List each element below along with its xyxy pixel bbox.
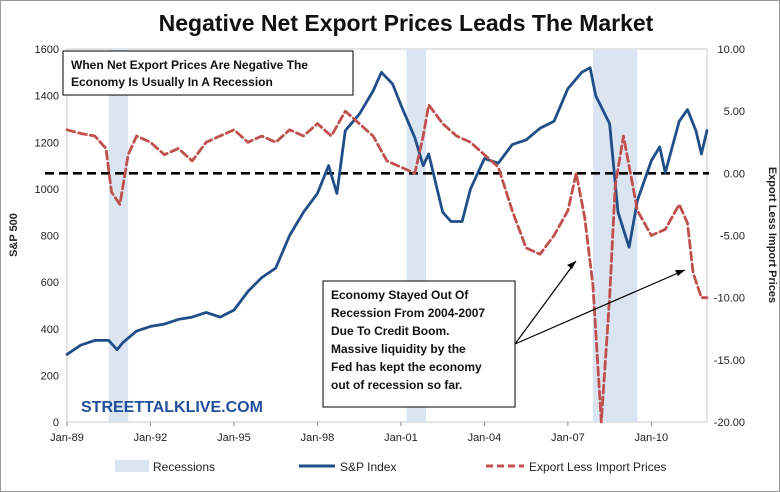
legend-swatch-recessions: [115, 460, 149, 472]
y-left-tick-label: 600: [41, 277, 59, 289]
axes: 0 200 400 600 800 1000 1200 1400 1600 10.00 5.00 0.…: [35, 44, 745, 444]
legend-label-recessions: Recessions: [153, 460, 215, 474]
annotation-arrowhead-2: [675, 270, 685, 276]
chart-title: Negative Net Export Prices Leads The Mar…: [159, 10, 654, 36]
y-right-tick-label: -5.00: [720, 231, 745, 243]
series-line-sp-index: [65, 66, 709, 356]
recession-band-1: [108, 49, 129, 422]
annotation-box-2-line-5: Fed has kept the economy: [331, 360, 482, 374]
y-right-tick-label: 5.00: [724, 106, 745, 118]
y-axis-right-title: Export Less Import Prices: [766, 167, 778, 303]
annotation-box-2-line-3: Due To Credit Boom.: [331, 324, 449, 338]
y-axis-left-title: S&P 500: [8, 213, 20, 257]
series-line-export-less-import: [65, 103, 709, 424]
y-left-tick-label: 1400: [35, 91, 59, 103]
y-right-tick-label: -15.00: [714, 355, 745, 367]
y-right-tick-label: 0.00: [724, 168, 745, 180]
annotation-arrowhead-1: [567, 261, 576, 269]
x-tick-label: Jan-01: [384, 432, 418, 444]
annotation-box-2-frame: [322, 280, 516, 408]
annotation-box-2-line-1: Economy Stayed Out Of: [331, 288, 469, 302]
annotation-box-1-frame: [62, 50, 354, 96]
plot-area: [66, 48, 708, 423]
series-lines: [65, 66, 709, 424]
annotation-arrow-2: [514, 269, 686, 345]
annotation-box-2-line-4: Massive liquidity by the: [331, 342, 466, 356]
x-tick-label: Jan-89: [50, 432, 84, 444]
x-tick-label: Jan-98: [301, 432, 335, 444]
y-left-tick-label: 1200: [35, 137, 59, 149]
x-tick-label: Jan-92: [134, 432, 168, 444]
x-tick-label: Jan-04: [468, 432, 502, 444]
y-right-tick-label: 10.00: [717, 44, 745, 56]
y-left-tick-label: 0: [53, 417, 59, 429]
annotation-arrow-1: [514, 260, 577, 345]
annotation-box-1-line-2: Economy Is Usually In A Recession: [71, 75, 273, 89]
y-right-tick-label: -20.00: [714, 417, 745, 429]
x-tick-label: Jan-07: [551, 432, 585, 444]
legend-label-sp-index: S&P Index: [340, 460, 396, 474]
y-left-tick-label: 800: [41, 231, 59, 243]
legend: Recessions S&P Index Export Less Import …: [115, 460, 666, 474]
brand-watermark: STREETTALKLIVE.COM: [81, 399, 263, 416]
annotation-box-2-line-6: out of recession so far.: [331, 378, 462, 392]
annotation-box-recession-rule: When Net Export Prices Are Negative The …: [62, 50, 354, 96]
legend-label-export-import: Export Less Import Prices: [529, 460, 666, 474]
y-right-tick-label: -10.00: [714, 293, 745, 305]
annotation-box-credit-boom: Economy Stayed Out Of Recession From 200…: [322, 260, 686, 408]
x-tick-label: Jan-95: [217, 432, 251, 444]
annotation-box-2-line-2: Recession From 2004-2007: [331, 306, 485, 320]
x-tick-label: Jan-10: [635, 432, 669, 444]
y-left-tick-label: 400: [41, 324, 59, 336]
y-left-tick-label: 200: [41, 370, 59, 382]
y-left-tick-label: 1000: [35, 184, 59, 196]
annotation-box-1-line-1: When Net Export Prices Are Negative The: [71, 58, 308, 72]
y-left-tick-label: 1600: [35, 44, 59, 56]
